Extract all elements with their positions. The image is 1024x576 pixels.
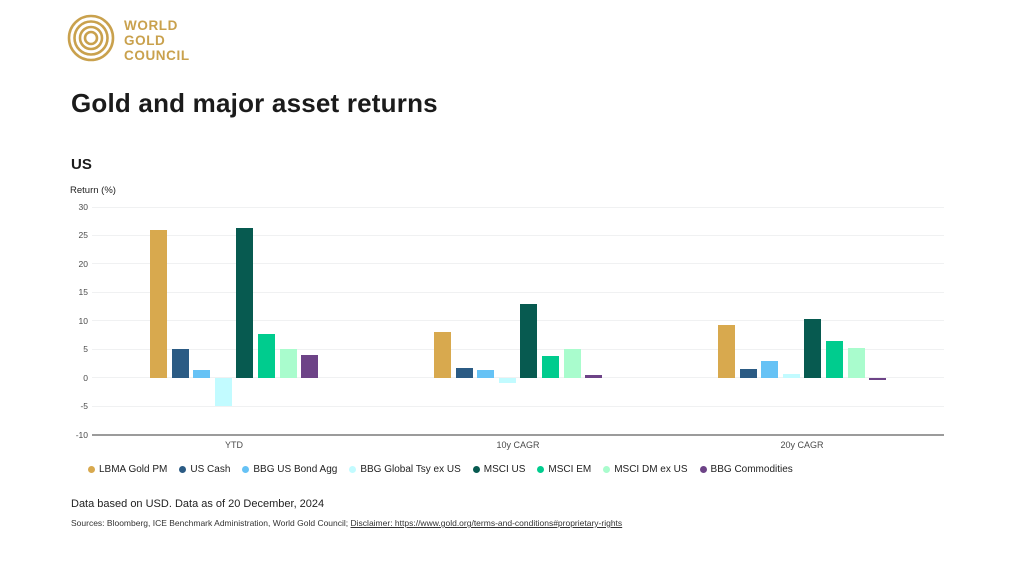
legend-item: MSCI DM ex US: [603, 464, 688, 475]
chart-bar: [585, 374, 603, 378]
chart-bar: [477, 369, 495, 378]
chart-bar: [847, 347, 865, 378]
chart-bar: [279, 348, 297, 378]
gridline: [92, 377, 944, 379]
legend-item: LBMA Gold PM: [88, 464, 167, 475]
chart-bar: [171, 348, 189, 378]
chart-bar: [193, 370, 211, 378]
legend-label: MSCI DM ex US: [614, 464, 688, 475]
chart-bar: [804, 318, 822, 378]
chart-legend: LBMA Gold PM US Cash BBG US Bond Agg BBG Gl…: [88, 464, 793, 475]
page-title: Gold and major asset returns: [71, 88, 438, 118]
y-tick-label: 15: [78, 287, 88, 298]
chart-bar: [541, 355, 559, 378]
legend-dot-icon: [603, 466, 611, 473]
chart-bar: [257, 333, 275, 378]
legend-label: MSCI EM: [548, 464, 592, 475]
chart-bar: [149, 229, 167, 378]
wgc-logo-icon: [66, 13, 116, 68]
y-tick-label: 30: [78, 202, 88, 212]
logo-word-world: WORLD: [124, 18, 178, 33]
legend-item: US Cash: [179, 464, 230, 475]
legend-dot-icon: [699, 466, 707, 473]
legend-dot-icon: [88, 466, 95, 473]
logo-word-gold: GOLD: [124, 33, 166, 48]
sources-text: Sources: Bloomberg, ICE Benchmark Admini…: [71, 518, 351, 528]
logo-word-council: COUNCIL: [124, 48, 190, 63]
chart-bar: [717, 325, 735, 378]
y-tick-label: 25: [78, 230, 88, 241]
chart-bar: [520, 303, 538, 378]
y-tick-label: 0: [83, 372, 88, 383]
legend-label: MSCI US: [483, 464, 526, 475]
gridline: [92, 320, 944, 322]
chart-bar: [236, 228, 254, 378]
gridline: [92, 405, 944, 407]
legend-label: BBG Global Tsy ex US: [360, 464, 461, 475]
gridline: [92, 234, 944, 236]
legend-label: BBG US Bond Agg: [253, 464, 338, 475]
legend-dot-icon: [242, 466, 250, 473]
chart-bar: [301, 354, 319, 378]
wgc-logo: WORLD GOLD COUNCIL: [66, 13, 190, 68]
gridline: [92, 206, 944, 208]
x-category-label: 10y CAGR: [496, 440, 540, 450]
chart-bar: [498, 377, 516, 384]
x-axis-line: [92, 433, 944, 436]
legend-item: BBG Global Tsy ex US: [349, 464, 461, 475]
legend-dot-icon: [537, 466, 545, 473]
y-tick-label: 5: [83, 344, 88, 355]
legend-dot-icon: [472, 466, 480, 473]
legend-dot-icon: [349, 466, 357, 473]
legend-dot-icon: [179, 466, 187, 473]
y-axis-label: Return (%): [70, 185, 116, 196]
legend-item: MSCI EM: [537, 464, 591, 475]
legend-item: MSCI US: [472, 464, 526, 475]
legend-item: BBG Commodities: [699, 464, 793, 475]
chart-bar: [869, 377, 887, 380]
chart-bar: [739, 368, 757, 378]
y-tick-label: 20: [78, 258, 88, 269]
gridline: [92, 291, 944, 293]
region-label: US: [71, 156, 92, 173]
chart-bar: [455, 368, 473, 378]
gridline: [92, 348, 944, 350]
gridline: [92, 263, 944, 265]
legend-item: BBG US Bond Agg: [242, 464, 337, 475]
wgc-logo-wordmark: WORLD GOLD COUNCIL: [124, 18, 190, 63]
footer-data-note: Data based on USD. Data as of 20 Decembe…: [71, 498, 325, 510]
x-category-label: YTD: [225, 440, 243, 450]
chart-bar: [761, 361, 779, 378]
legend-label: LBMA Gold PM: [99, 464, 168, 475]
chart-bar: [214, 377, 232, 406]
chart-bar: [563, 349, 581, 378]
legend-label: US Cash: [190, 464, 231, 475]
disclaimer-link[interactable]: Disclaimer: https://www.gold.org/terms-a…: [350, 518, 623, 528]
chart-bar: [825, 340, 843, 378]
footer-sources: Sources: Bloomberg, ICE Benchmark Admini…: [71, 518, 622, 528]
y-tick-label: -10: [75, 429, 88, 440]
chart-bar: [433, 332, 451, 378]
chart-bar: [782, 374, 800, 378]
legend-label: BBG Commodities: [710, 464, 793, 475]
x-category-label: 20y CAGR: [780, 440, 824, 450]
y-tick-label: -5: [80, 401, 88, 412]
y-tick-label: 10: [78, 315, 88, 326]
